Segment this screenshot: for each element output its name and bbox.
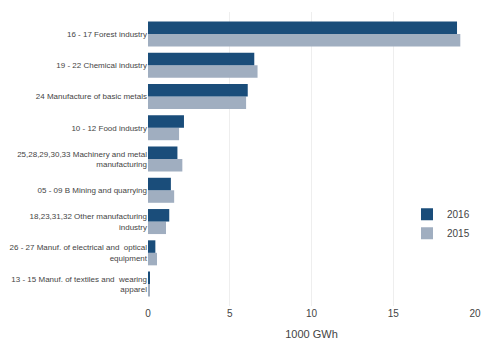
svg-text:18,23,31,32 Other manufacturin: 18,23,31,32 Other manufacturingindustry [30, 212, 147, 231]
svg-text:0: 0 [145, 308, 151, 319]
svg-text:2015: 2015 [447, 228, 470, 239]
svg-text:15: 15 [388, 308, 400, 319]
svg-text:19 - 22 Chemical industry: 19 - 22 Chemical industry [56, 61, 147, 70]
svg-text:05 - 09 B Mining and quarrying: 05 - 09 B Mining and quarrying [38, 186, 147, 195]
svg-text:20: 20 [469, 308, 481, 319]
svg-text:2016: 2016 [447, 209, 470, 220]
svg-text:25,28,29,30,33 Machinery and m: 25,28,29,30,33 Machinery and metalmanufa… [17, 150, 147, 169]
svg-text:10 - 12 Food industry: 10 - 12 Food industry [71, 124, 147, 133]
svg-text:1000 GWh: 1000 GWh [285, 328, 338, 340]
svg-text:13 - 15 Manuf. of textiles and: 13 - 15 Manuf. of textiles and wearingap… [11, 275, 147, 294]
svg-text:5: 5 [227, 308, 233, 319]
svg-text:24 Manufacture of basic metals: 24 Manufacture of basic metals [36, 92, 147, 101]
svg-text:16 - 17 Forest industry: 16 - 17 Forest industry [67, 30, 147, 39]
svg-text:10: 10 [306, 308, 318, 319]
svg-text:26 - 27 Manuf. of electrical a: 26 - 27 Manuf. of electrical and optical… [10, 243, 148, 262]
